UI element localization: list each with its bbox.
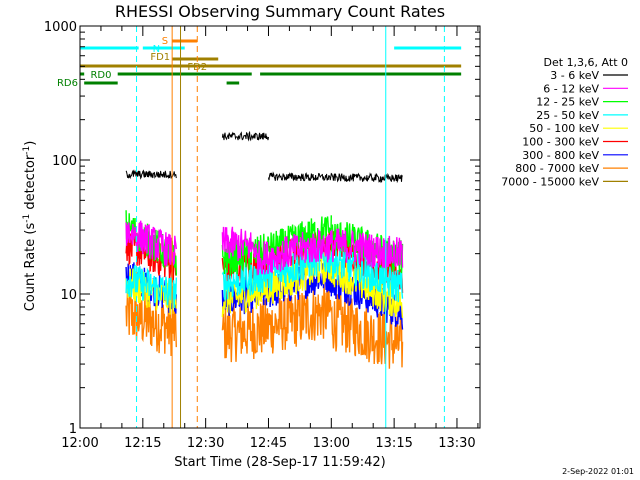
y-tick-label: 1 — [69, 422, 77, 437]
series-line-1 — [255, 228, 404, 276]
y-axis-label: Count Rate (s-1 detector-1) — [22, 141, 38, 312]
legend-entry-label: 800 - 7000 keV — [515, 162, 599, 175]
x-tick-label: 13:00 — [313, 436, 350, 451]
series-line-3 — [125, 264, 177, 310]
series-line-0 — [268, 171, 403, 184]
legend-entry-label: 7000 - 15000 keV — [501, 175, 599, 188]
series-line-1 — [221, 226, 257, 261]
legend-entry-label: 12 - 25 keV — [536, 96, 599, 109]
legend-entry-label: 100 - 300 keV — [522, 136, 599, 149]
flag-label-s: S — [162, 36, 168, 47]
plot-frame — [79, 25, 481, 429]
series-line-1 — [125, 220, 177, 267]
series-line-0 — [125, 169, 177, 180]
series-line-4 — [330, 256, 404, 318]
chart-title: RHESSI Observing Summary Count Rates — [115, 2, 445, 21]
legend-entry-label: 3 - 6 keV — [550, 69, 599, 82]
x-tick-label: 12:30 — [187, 436, 224, 451]
series-line-3 — [330, 244, 404, 303]
legend-title: Det 1,3,6, Att 0 — [544, 56, 628, 69]
series-line-7 — [125, 285, 177, 357]
y-label-part-2: detector — [23, 154, 38, 214]
legend-entry-label: 6 - 12 keV — [543, 82, 599, 95]
y-label-exp-2: -1 — [22, 146, 32, 155]
flag-label-rd6: RD6 — [57, 78, 78, 89]
legend-entry-label: 50 - 100 keV — [529, 122, 599, 135]
y-label-exp-1: -1 — [22, 214, 32, 223]
footer-timestamp: 2-Sep-2022 01:01 — [562, 467, 634, 476]
flag-label-rd0: RD0 — [90, 70, 111, 81]
x-tick-label: 12:00 — [61, 436, 98, 451]
flag-label-fd1: FD1 — [150, 52, 170, 63]
y-tick-label: 100 — [52, 154, 77, 169]
x-tick-label: 13:30 — [438, 436, 475, 451]
x-tick-label: 13:15 — [375, 436, 412, 451]
legend-entry-label: 25 - 50 keV — [536, 109, 599, 122]
series-line-0 — [221, 130, 269, 142]
x-axis-label: Start Time (28-Sep-17 11:59:42) — [174, 455, 385, 470]
y-tick-label: 10 — [60, 288, 77, 303]
x-tick-label: 12:15 — [124, 436, 161, 451]
legend-entry-label: 300 - 800 keV — [522, 149, 599, 162]
series-line-3 — [221, 241, 332, 302]
series-layer — [125, 130, 404, 369]
flag-label-n: N — [153, 44, 160, 55]
y-tick-label: 1000 — [44, 20, 77, 35]
y-label-part-3: ) — [23, 141, 38, 146]
x-tick-label: 12:45 — [250, 436, 287, 451]
series-line-7 — [221, 282, 332, 363]
y-label-part-1: Count Rate (s — [23, 223, 38, 312]
axis-ticks: 12:00 12:15 12:30 12:45 13:00 13:15 13:30 1 10 10… — [44, 20, 480, 451]
